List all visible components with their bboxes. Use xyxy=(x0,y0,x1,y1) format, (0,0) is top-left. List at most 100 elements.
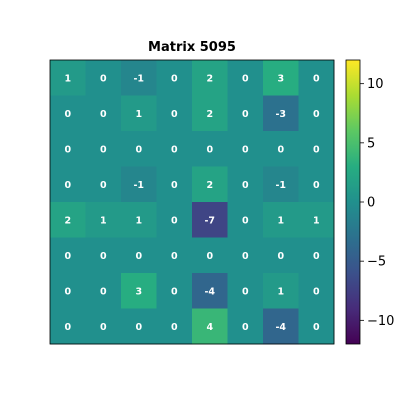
cell-value-label: 0 xyxy=(100,144,107,155)
cell-value-label: 0 xyxy=(171,251,178,262)
heatmap-cell xyxy=(85,166,122,203)
heatmap-cell xyxy=(121,237,157,274)
heatmap-cell xyxy=(156,308,193,345)
cell-value-label: 0 xyxy=(206,144,213,155)
heatmap-cell xyxy=(263,60,299,96)
heatmap-cell xyxy=(227,308,264,345)
heatmap-cell xyxy=(227,166,264,203)
cell-value-label: 0 xyxy=(242,180,249,191)
plot-frame xyxy=(49,59,335,345)
heatmap-cell xyxy=(192,273,228,309)
cell-value-label: 0 xyxy=(171,144,178,155)
heatmap-cell xyxy=(227,237,264,274)
cell-value-label: 0 xyxy=(64,286,71,297)
heatmap-cell xyxy=(192,308,228,345)
heatmap-cell xyxy=(298,273,335,309)
cell-value-label: 0 xyxy=(64,180,71,191)
cell-value-label: 0 xyxy=(242,215,249,226)
heatmap-cell xyxy=(156,237,193,274)
cell-value-label: 0 xyxy=(242,286,249,297)
cell-value-label: 0 xyxy=(64,109,71,120)
cell-value-label: 0 xyxy=(313,286,320,297)
heatmap-cell xyxy=(227,202,264,238)
heatmap-cell xyxy=(227,273,264,309)
heatmap-cell xyxy=(156,131,193,167)
heatmap-cell xyxy=(85,202,122,238)
heatmap-cell xyxy=(227,95,264,132)
heatmap-cell xyxy=(298,166,335,203)
heatmap-cell xyxy=(192,131,228,167)
cell-value-label: 0 xyxy=(313,73,320,84)
heatmap-cell xyxy=(156,166,193,203)
heatmap-cell xyxy=(192,95,228,132)
heatmap-cell xyxy=(263,273,299,309)
cell-value-label: -1 xyxy=(133,180,144,191)
heatmap-cell xyxy=(50,202,86,238)
cell-value-label: 0 xyxy=(313,144,320,155)
cell-value-label: 0 xyxy=(171,180,178,191)
colorbar-tick-label: 5 xyxy=(367,136,375,151)
heatmap-cell xyxy=(192,202,228,238)
cell-value-label: 0 xyxy=(64,144,71,155)
cell-value-label: 0 xyxy=(171,322,178,333)
cell-value-label: 1 xyxy=(135,109,142,120)
cell-value-label: -7 xyxy=(204,215,215,226)
heatmap-cell xyxy=(50,308,86,345)
chart-title: Matrix 5095 xyxy=(148,40,236,55)
heatmap-cell xyxy=(263,131,299,167)
cell-value-label: 0 xyxy=(242,109,249,120)
heatmap-cell xyxy=(50,237,86,274)
cell-value-label: 3 xyxy=(135,286,142,297)
heatmap-cell xyxy=(298,60,335,96)
cell-value-label: 0 xyxy=(100,180,107,191)
colorbar-tick-label: −10 xyxy=(367,314,394,329)
heatmap-cell xyxy=(121,131,157,167)
heatmap-cell xyxy=(192,237,228,274)
cell-value-label: 2 xyxy=(206,109,213,120)
colorbar-gradient xyxy=(345,59,361,345)
heatmap-cell xyxy=(50,60,86,96)
cell-value-label: 1 xyxy=(277,286,284,297)
heatmap-cell xyxy=(227,60,264,96)
cell-value-label: 4 xyxy=(206,322,213,333)
cell-value-label: 0 xyxy=(100,73,107,84)
heatmap-cell xyxy=(298,308,335,345)
cell-value-label: 0 xyxy=(242,251,249,262)
cell-value-label: 0 xyxy=(242,322,249,333)
heatmap-cells: 1 0 -1 0 2 0 3 0 0 0 1 0 2 0 -3 0 0 0 0 0 0 0 0 0 0 0 -1 0 2 0 -1 0 2 1 1 0… xyxy=(50,60,335,345)
heatmap-cell xyxy=(263,202,299,238)
cell-value-label: -3 xyxy=(275,109,286,120)
heatmap-cell xyxy=(121,95,157,132)
cell-value-label: -1 xyxy=(275,180,286,191)
heatmap-cell xyxy=(50,273,86,309)
cell-value-label: 0 xyxy=(313,251,320,262)
heatmap-cell xyxy=(85,60,122,96)
heatmap-cell xyxy=(85,131,122,167)
cell-value-label: 0 xyxy=(100,286,107,297)
cell-value-label: 0 xyxy=(135,322,142,333)
cell-value-label: 0 xyxy=(277,144,284,155)
colorbar-tick-label: 10 xyxy=(367,77,384,92)
heatmap-cell xyxy=(85,308,122,345)
cell-value-label: 1 xyxy=(135,215,142,226)
heatmap-cell xyxy=(227,131,264,167)
heatmap-cell xyxy=(298,237,335,274)
colorbar-tick-label: −5 xyxy=(367,255,386,270)
cell-value-label: 0 xyxy=(100,109,107,120)
cell-value-label: 2 xyxy=(64,215,71,226)
cell-value-label: -1 xyxy=(133,73,144,84)
heatmap-cell xyxy=(192,166,228,203)
heatmap-cell xyxy=(50,95,86,132)
cell-value-label: 0 xyxy=(135,144,142,155)
colorbar-tick-label: 0 xyxy=(367,196,375,211)
cell-value-label: 0 xyxy=(100,322,107,333)
cell-value-label: 1 xyxy=(313,215,320,226)
heatmap-cell xyxy=(298,202,335,238)
cell-value-label: 0 xyxy=(135,251,142,262)
heatmap-cell xyxy=(121,60,157,96)
cell-value-label: 0 xyxy=(313,322,320,333)
cell-value-label: -4 xyxy=(204,286,215,297)
cell-value-label: -4 xyxy=(275,322,286,333)
cell-value-label: 0 xyxy=(206,251,213,262)
